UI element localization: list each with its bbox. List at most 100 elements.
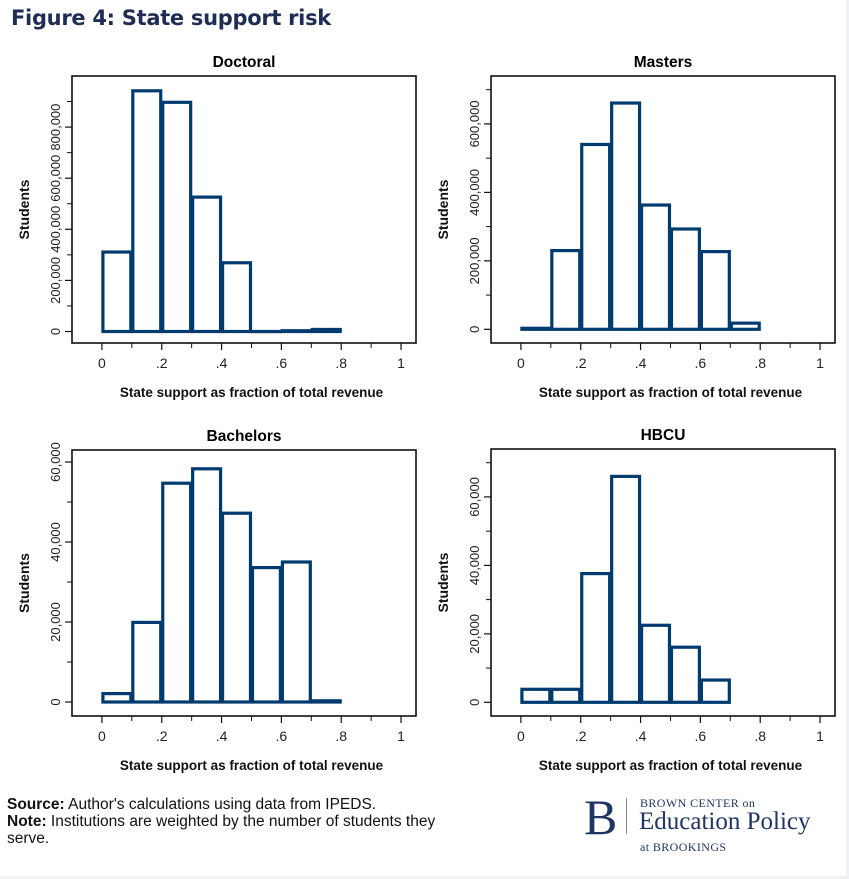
histogram-bar — [639, 623, 672, 704]
histogram-bar — [250, 565, 282, 704]
x-tick-label: 1 — [816, 355, 824, 371]
panel-hbcu: HBCU 0 20,000 40,000 60,000 0 .2 .4 .6 .8 1 State s… — [435, 427, 836, 773]
x-tick-label: .4 — [216, 355, 228, 371]
y-tick-label: 0 — [48, 328, 63, 335]
panel-bachelors: Bachelors 0 20,000 40,000 60,000 0 .2 .4 .6 .8 1 St… — [16, 428, 417, 773]
x-tick-label: .4 — [216, 728, 228, 744]
logo-mark: B — [584, 789, 618, 845]
x-tick-label: 1 — [816, 728, 824, 744]
histogram-bar — [520, 687, 552, 704]
x-tick-label: 0 — [517, 728, 525, 744]
histogram-bar — [101, 250, 133, 334]
panel-title: Bachelors — [207, 428, 282, 445]
histogram-bar — [161, 481, 193, 704]
x-tick-label: 0 — [98, 728, 106, 744]
x-tick-label: 0 — [98, 355, 106, 371]
y-tick-label: 0 — [48, 698, 63, 705]
y-tick-label: 40,000 — [467, 546, 482, 586]
histogram-bar — [220, 511, 253, 704]
x-tick-label: .8 — [754, 355, 766, 371]
histogram-bar — [729, 321, 761, 331]
figure-title: Figure 4: State support risk — [11, 6, 331, 30]
footer-notes: Source: Author's calculations using data… — [7, 796, 447, 847]
histogram-bar — [280, 329, 312, 334]
histogram-bar — [669, 645, 701, 704]
y-tick-label: 20,000 — [48, 602, 63, 642]
histogram-bar — [580, 571, 612, 704]
y-tick-label: 800,000 — [48, 104, 63, 151]
x-tick-label: .2 — [156, 355, 168, 371]
y-tick-label: 200,000 — [467, 237, 482, 284]
x-tick-label: 0 — [517, 355, 525, 371]
x-tick-label: .4 — [635, 728, 647, 744]
panel-title: HBCU — [641, 427, 686, 444]
histogram-bar — [639, 203, 672, 331]
logo-line2: Education Policy — [639, 808, 811, 835]
panel-title: Doctoral — [213, 54, 276, 71]
histogram-bar — [550, 687, 582, 704]
x-axis-label: State support as fraction of total reven… — [539, 385, 803, 400]
histogram-bar — [310, 699, 342, 704]
y-tick-label: 20,000 — [467, 614, 482, 654]
histogram-bar — [191, 195, 223, 334]
y-axis-label: Students — [16, 179, 32, 239]
brookings-logo: B BROWN CENTER on Education Policy at BR… — [584, 792, 834, 858]
charts-canvas: Doctoral 0 200,000 400,000 600,000 800,000 0 .2… — [16, 54, 836, 773]
histogram-bar — [101, 691, 133, 704]
histogram-bar — [280, 560, 312, 704]
y-tick-label: 60,000 — [467, 477, 482, 517]
source-text: Author's calculations using data from IP… — [64, 796, 377, 813]
histogram-bar — [191, 467, 223, 704]
source-line: Source: Author's calculations using data… — [7, 796, 447, 813]
histogram-bar — [610, 101, 642, 331]
x-tick-label: .4 — [635, 355, 647, 371]
histogram-bar — [550, 248, 582, 331]
y-tick-label: 600,000 — [48, 155, 63, 202]
x-axis-label: State support as fraction of total reven… — [539, 758, 803, 773]
histogram-bar — [310, 327, 342, 334]
x-tick-label: .6 — [695, 728, 707, 744]
x-tick-label: 1 — [397, 355, 405, 371]
x-tick-label: .8 — [335, 728, 347, 744]
histogram-bar — [131, 620, 163, 704]
note-label: Note: — [7, 813, 47, 830]
x-axis-label: State support as fraction of total reven… — [120, 758, 384, 773]
histogram-bar — [699, 678, 731, 704]
histogram-bar — [220, 261, 253, 334]
panel-doctoral: Doctoral 0 200,000 400,000 600,000 800,000 0 .2… — [16, 54, 417, 400]
y-tick-label: 60,000 — [48, 442, 63, 482]
y-tick-label: 400,000 — [48, 206, 63, 253]
y-axis-label: Students — [16, 553, 32, 613]
y-tick-label: 40,000 — [48, 522, 63, 562]
x-tick-label: 1 — [397, 728, 405, 744]
y-tick-label: 0 — [467, 699, 482, 706]
y-tick-label: 600,000 — [467, 100, 482, 147]
y-axis-label: Students — [435, 552, 451, 612]
note-text: Institutions are weighted by the number … — [7, 813, 436, 847]
logo-line1: BROWN CENTER on — [640, 796, 756, 810]
y-tick-label: 0 — [467, 326, 482, 333]
logo-line3: at BROOKINGS — [640, 840, 727, 854]
histogram-bar — [699, 250, 731, 331]
x-tick-label: .2 — [156, 728, 168, 744]
x-tick-label: .6 — [276, 728, 288, 744]
x-tick-label: .6 — [695, 355, 707, 371]
panel-title: Masters — [634, 54, 693, 71]
histogram-bar — [580, 142, 612, 331]
histogram-bar — [610, 474, 642, 704]
logo-divider — [626, 798, 627, 834]
y-tick-label: 200,000 — [48, 257, 63, 304]
note-line: Note: Institutions are weighted by the n… — [7, 813, 447, 847]
x-tick-label: .2 — [575, 355, 587, 371]
histogram-bar — [520, 326, 552, 331]
histogram-bar — [669, 227, 701, 331]
y-tick-label: 400,000 — [467, 169, 482, 216]
x-tick-label: .6 — [276, 355, 288, 371]
histogram-bar — [131, 89, 163, 334]
x-tick-label: .2 — [575, 728, 587, 744]
source-label: Source: — [7, 796, 65, 813]
x-tick-label: .8 — [335, 355, 347, 371]
y-axis-label: Students — [435, 179, 451, 239]
